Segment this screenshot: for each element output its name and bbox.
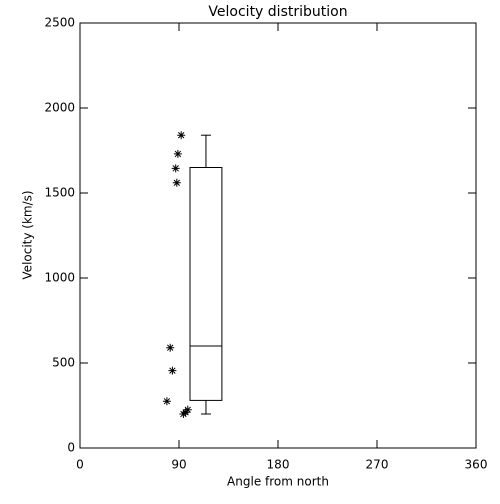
y-tick-label: 0	[67, 441, 75, 455]
outlier	[172, 178, 181, 187]
x-tick-label: 270	[366, 458, 389, 472]
x-tick-label: 180	[267, 458, 290, 472]
outlier	[171, 164, 180, 173]
y-axis-label: Velocity (km/s)	[21, 190, 35, 279]
x-tick-label: 0	[76, 458, 84, 472]
y-tick-label: 2000	[44, 101, 75, 115]
y-tick-label: 1500	[44, 186, 75, 200]
outlier	[166, 343, 175, 352]
x-axis-label: Angle from north	[227, 475, 329, 489]
x-tick-label: 90	[171, 458, 186, 472]
y-tick-label: 500	[52, 356, 75, 370]
outlier	[177, 131, 186, 140]
outlier	[173, 149, 182, 158]
outlier	[162, 397, 171, 406]
x-tick-label: 360	[465, 458, 488, 472]
outlier	[168, 366, 177, 375]
y-tick-label: 2500	[44, 16, 75, 30]
chart-title: Velocity distribution	[208, 4, 347, 20]
outlier	[181, 408, 190, 417]
y-tick-label: 1000	[44, 271, 75, 285]
